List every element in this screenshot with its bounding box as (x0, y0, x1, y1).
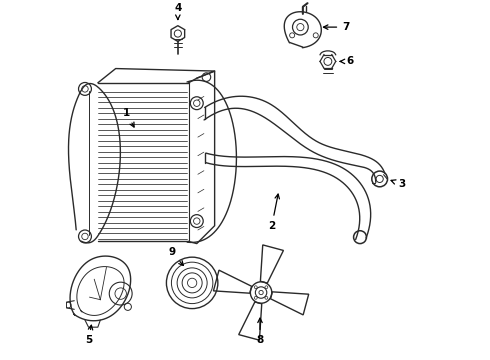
Text: 2: 2 (268, 194, 279, 231)
Text: 1: 1 (123, 108, 134, 127)
Text: 5: 5 (85, 325, 93, 345)
Text: 4: 4 (174, 3, 181, 19)
Text: 9: 9 (168, 247, 183, 265)
Text: 6: 6 (340, 57, 354, 66)
Text: 3: 3 (391, 179, 405, 189)
Text: 7: 7 (323, 22, 349, 32)
Text: 8: 8 (256, 318, 264, 345)
